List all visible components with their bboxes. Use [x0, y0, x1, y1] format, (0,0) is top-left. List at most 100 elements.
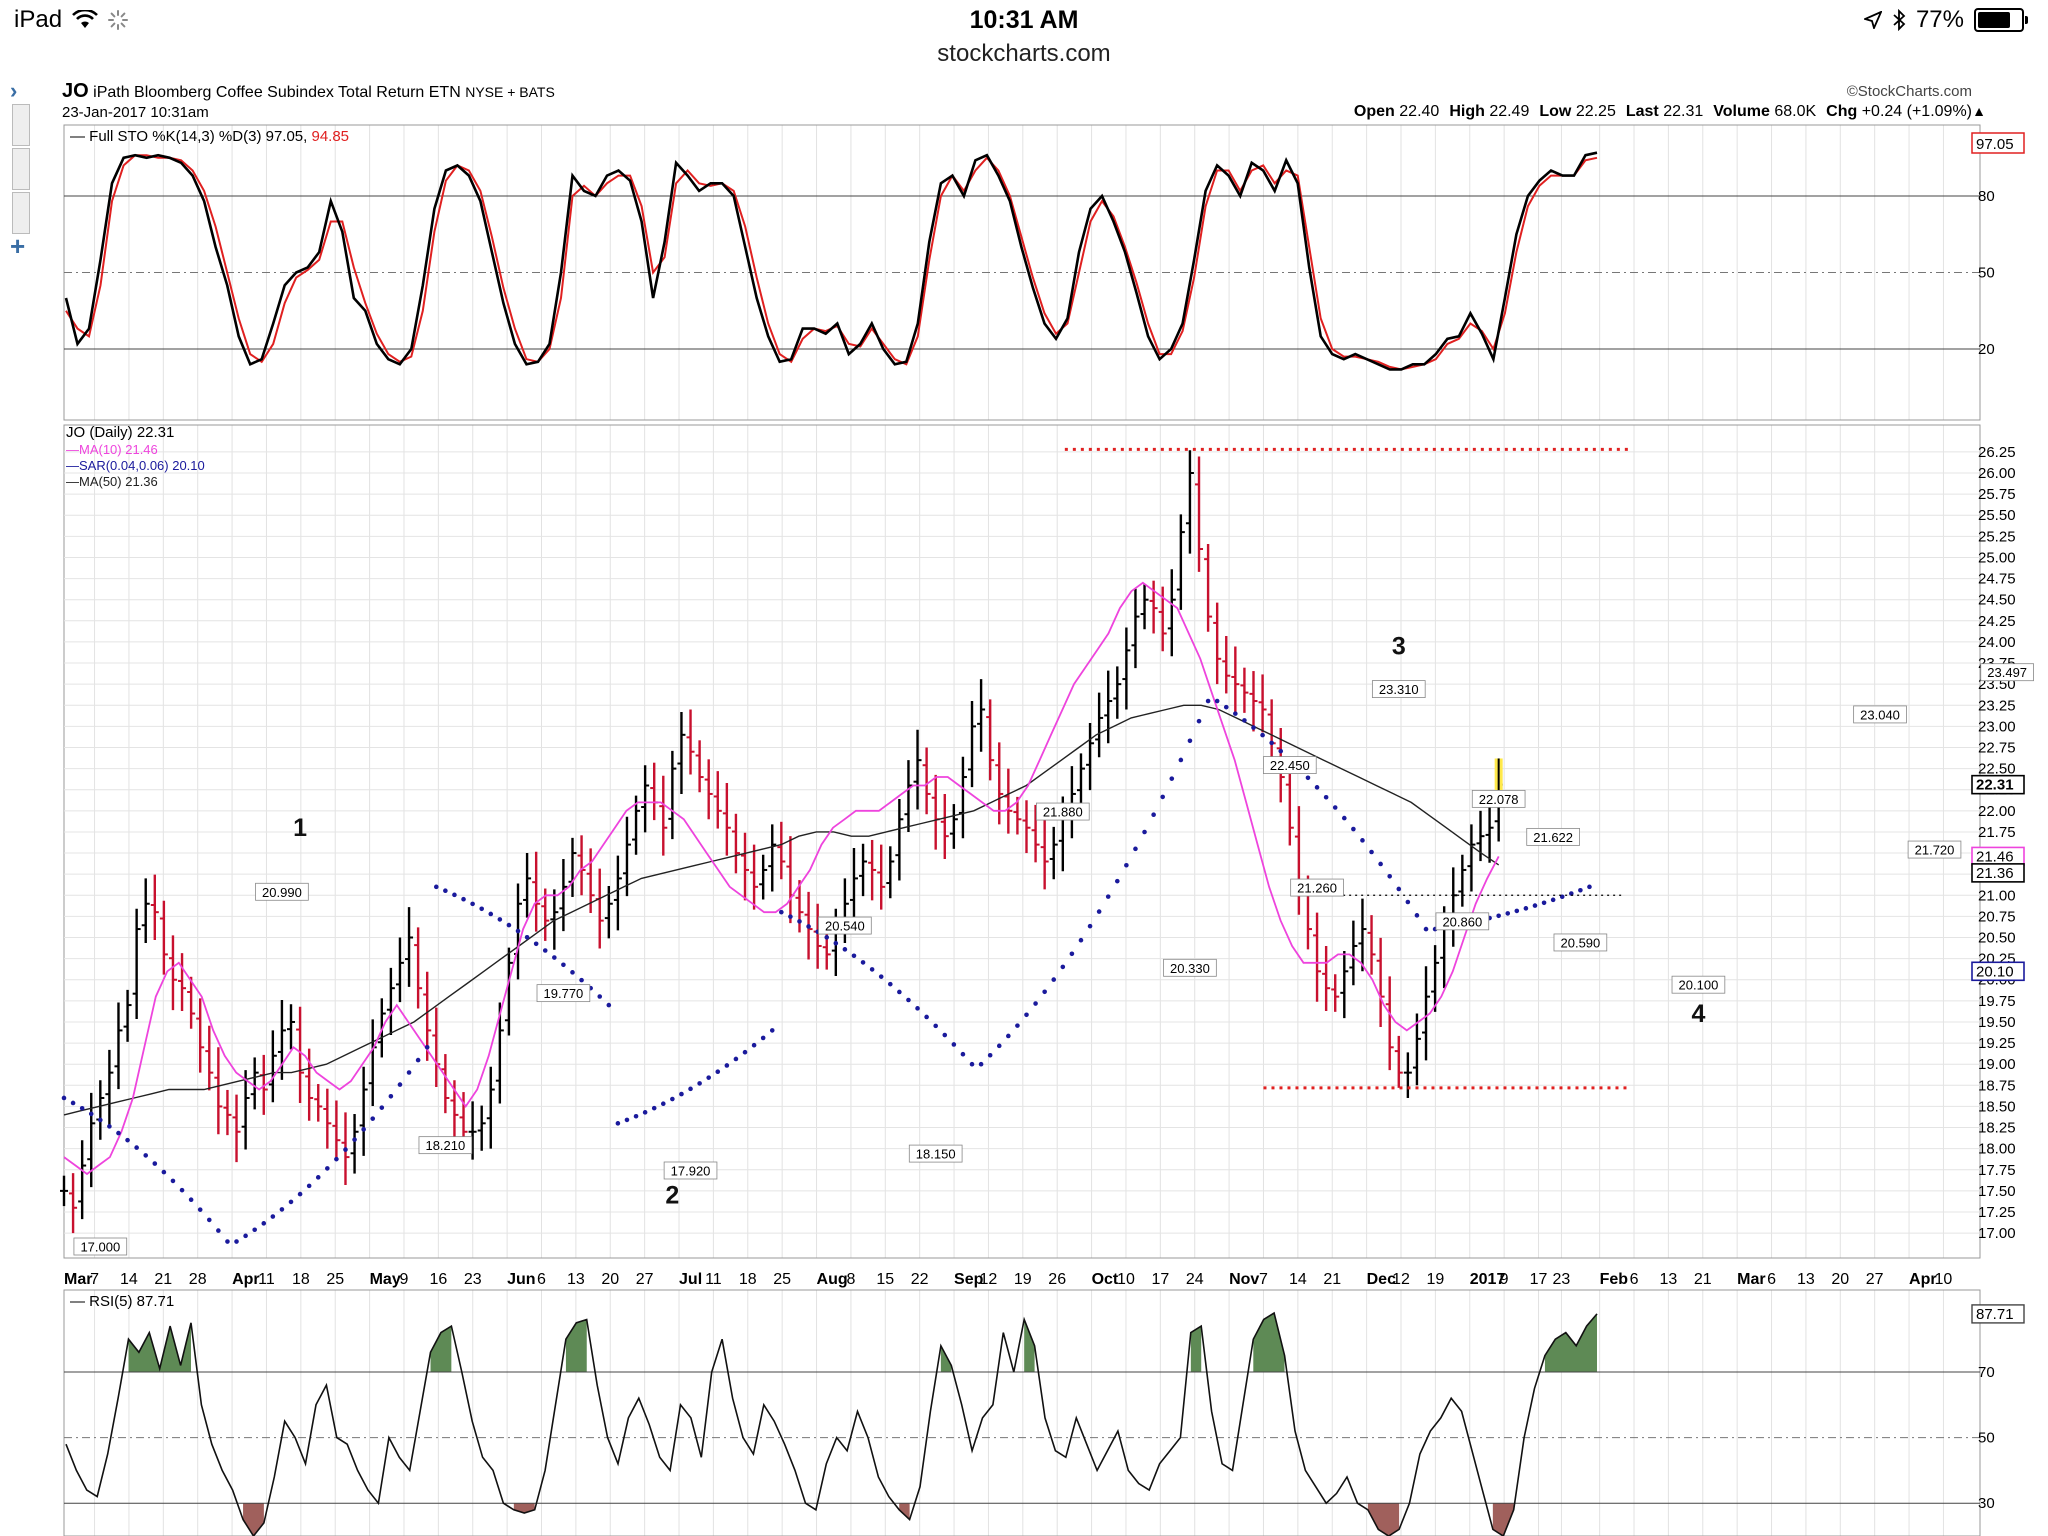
sar-dot [143, 1153, 149, 1158]
sar-dot [706, 1075, 711, 1080]
panel-collapse-icon[interactable]: ▲ [1972, 103, 1986, 119]
sar-dot [1233, 711, 1238, 716]
ohlc-bar [96, 1080, 105, 1140]
sar-dot [751, 1042, 757, 1048]
sar-dot [170, 1178, 176, 1184]
price-tick-label: 25.25 [1978, 528, 2016, 545]
ohlc-bar [768, 824, 777, 892]
sar-dot [606, 1002, 612, 1008]
sar-dot [942, 1032, 948, 1038]
ohlc-label: Low [1539, 103, 1572, 120]
side-scroll-button-middle[interactable] [12, 148, 30, 190]
chart-title-row: JO iPath Bloomberg Coffee Subindex Total… [62, 80, 555, 103]
ohlc-label: Last [1625, 103, 1659, 120]
ohlc-bar [1367, 915, 1376, 975]
sar-dot [1278, 748, 1284, 754]
ohlc-bar [1331, 974, 1340, 1012]
ohlc-value: 22.49 [1489, 103, 1530, 120]
sar-dot [1160, 794, 1165, 800]
date-axis-label: 27 [1866, 1271, 1884, 1288]
expand-arrow-icon[interactable]: › [10, 78, 18, 103]
ohlc-bar [296, 1006, 305, 1104]
price-label: 23.040 [1853, 705, 1907, 724]
date-axis-label: 6 [1630, 1271, 1639, 1288]
ohlc-bar [849, 847, 858, 928]
sar-dot [488, 911, 494, 917]
ohlc-bar [468, 1101, 477, 1160]
sar-dot [724, 1063, 730, 1068]
sar-dot [860, 960, 866, 965]
date-axis-label: 19 [1426, 1271, 1444, 1288]
date-axis-label: Oct [1092, 1271, 1119, 1288]
sar-dot [370, 1116, 376, 1121]
price-tick-label: 18.25 [1978, 1120, 2016, 1137]
ohlc-bar [1458, 854, 1467, 907]
price-label-text: 20.990 [262, 885, 302, 900]
price-tick-label: 17.00 [1978, 1225, 2016, 1242]
ohlc-bar [550, 889, 559, 950]
date-axis-label: 27 [636, 1271, 654, 1288]
sar-dot [533, 941, 539, 947]
ohlc-bar [350, 1114, 359, 1174]
date-axis-label: Apr [232, 1271, 260, 1288]
ohlc-bar [1086, 722, 1095, 791]
side-scroll-button-down[interactable] [12, 192, 30, 234]
price-label-box [1263, 756, 1317, 775]
date-axis-label: Mar [1737, 1271, 1765, 1288]
sar-dot [216, 1228, 221, 1233]
sar-dot [597, 994, 603, 999]
sar-dot [497, 917, 503, 922]
sar-dot [234, 1239, 239, 1244]
price-label-box [1553, 933, 1608, 952]
sar-dot [1341, 815, 1347, 821]
price-tick-label: 19.25 [1978, 1035, 2016, 1052]
add-panel-icon[interactable]: + [10, 231, 26, 261]
price-tick-label: 25.50 [1978, 507, 2016, 524]
ohlc-bar [523, 853, 532, 918]
url-bar[interactable]: stockcharts.com [937, 40, 1111, 67]
ohlc-bar [913, 729, 922, 810]
sar-dot [579, 977, 584, 983]
wifi-icon [72, 10, 98, 28]
rsi-legend: — RSI(5) 87.71 [70, 1293, 174, 1310]
price-label-text: 21.260 [1297, 881, 1337, 896]
ohlc-bar [105, 1049, 114, 1125]
price-label: 22.078 [1471, 789, 1526, 808]
rsi-oversold-fill [899, 1503, 910, 1520]
ohlc-bar [632, 795, 641, 855]
sar-dot [978, 1061, 984, 1067]
sar-dot [1133, 846, 1138, 852]
ohlc-bar [1294, 806, 1303, 915]
price-tick-label: 18.00 [1978, 1141, 2016, 1158]
ohlc-bar [704, 759, 713, 820]
date-axis-label: Mar [64, 1271, 92, 1288]
rsi-overbought-fill [1024, 1319, 1035, 1372]
ohlc-bar [1167, 569, 1176, 657]
ohlc-value: 22.31 [1663, 103, 1704, 120]
ohlc-bar [1031, 804, 1040, 863]
date-axis-label: 7 [1259, 1271, 1268, 1288]
price-label: 18.150 [908, 1144, 963, 1163]
date-axis-label: 12 [980, 1271, 998, 1288]
price-legend-item: —MA(50) 21.36 [66, 474, 158, 489]
side-scroll-button-up[interactable] [12, 104, 30, 146]
sar-dot [524, 934, 530, 940]
ohlc-bar [713, 771, 722, 829]
price-label-text: 20.100 [1679, 978, 1719, 993]
ohlc-bar [1149, 580, 1158, 634]
price-label: 20.100 [1671, 975, 1726, 994]
battery-percent: 77% [1915, 6, 1964, 33]
ohlc-bar [541, 888, 550, 941]
sar-dot [570, 970, 575, 975]
sar-dot [206, 1217, 212, 1223]
ohlc-bar [877, 844, 886, 910]
ohlc-bar [931, 774, 940, 850]
ohlc-bar [559, 858, 568, 932]
sar-dot [306, 1183, 312, 1189]
date-axis-label: Aug [817, 1271, 848, 1288]
sar-dot [1505, 911, 1511, 916]
sar-dot [1187, 738, 1193, 744]
sar-dot [261, 1221, 267, 1226]
date-axis-label: Apr [1909, 1271, 1937, 1288]
elliott-wave-label: 1 [293, 814, 307, 842]
